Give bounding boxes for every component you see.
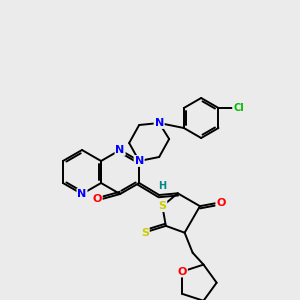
Text: H: H [158, 181, 166, 191]
Text: S: S [158, 201, 166, 211]
Text: N: N [154, 118, 164, 128]
Text: S: S [141, 228, 149, 238]
Text: Cl: Cl [233, 103, 244, 113]
Text: N: N [116, 145, 125, 155]
Text: O: O [216, 198, 226, 208]
Text: N: N [134, 156, 144, 166]
Text: O: O [92, 194, 102, 204]
Text: O: O [178, 266, 187, 277]
Text: N: N [77, 189, 87, 199]
